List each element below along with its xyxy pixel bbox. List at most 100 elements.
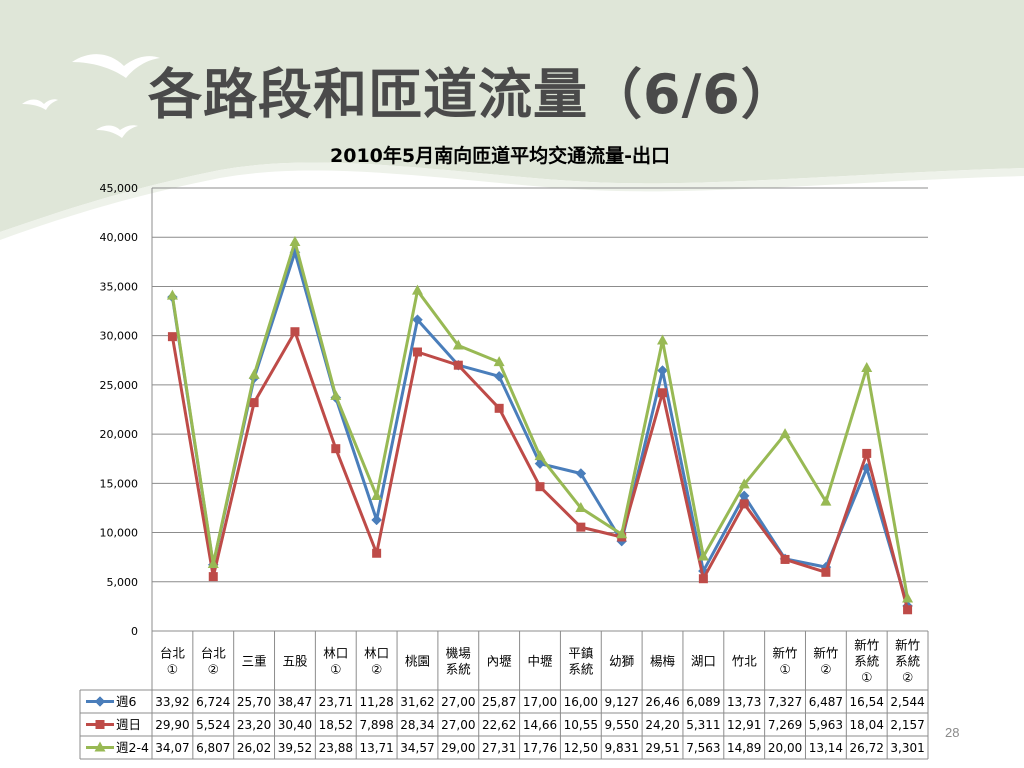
table-value-label: 26,72 (850, 741, 884, 755)
data-point (616, 528, 628, 539)
data-point (371, 490, 383, 501)
background-band (0, 0, 1024, 232)
table-value-label: 26,02 (237, 741, 271, 755)
table-value-label: 23,88 (319, 741, 353, 755)
data-point (779, 428, 791, 439)
page-number: 28 (945, 725, 960, 740)
x-category-label: ① (861, 670, 872, 685)
x-category-label: ② (902, 670, 913, 685)
table-value-label: 29,00 (441, 741, 475, 755)
data-point (452, 339, 464, 350)
y-tick-label: 15,000 (100, 477, 139, 490)
table-value-label: 6,487 (809, 695, 843, 709)
table-value-label: 5,311 (686, 718, 720, 732)
data-point (738, 478, 750, 489)
table-value-label: 7,563 (686, 741, 720, 755)
table-value-label: 28,34 (400, 718, 434, 732)
data-point (331, 444, 341, 454)
x-category-label: 桃園 (405, 654, 430, 669)
table-value-label: 13,14 (809, 741, 843, 755)
table-value-label: 16,54 (850, 695, 884, 709)
legend-key-marker (94, 696, 106, 707)
table-value-label: 20,00 (768, 741, 802, 755)
data-point (167, 332, 177, 342)
table-value-label: 17,00 (523, 695, 557, 709)
table-value-label: 7,898 (359, 718, 393, 732)
data-point (576, 522, 586, 532)
x-category-label: ② (820, 662, 831, 677)
data-point (575, 468, 587, 479)
legend-label: 週日 (116, 717, 141, 732)
y-tick-label: 25,000 (100, 379, 139, 392)
x-category-label: 台北 (160, 646, 186, 661)
data-point (166, 289, 178, 300)
x-category-label: ② (371, 662, 382, 677)
table-value-label: 22,62 (482, 718, 516, 732)
x-category-label: 內壢 (487, 654, 512, 669)
table-value-label: 14,66 (523, 718, 557, 732)
table-value-label: 23,20 (237, 718, 271, 732)
x-category-label: 中壢 (527, 654, 552, 669)
x-category-label: ① (167, 662, 178, 677)
table-value-label: 12,50 (564, 741, 598, 755)
x-category-label: 楊梅 (650, 654, 675, 669)
legend-key-marker (94, 741, 106, 752)
x-category-label: 台北 (201, 646, 227, 661)
data-point (289, 235, 301, 246)
series-line (170, 330, 910, 611)
table-value-label: 11,28 (359, 695, 393, 709)
table-value-label: 24,20 (645, 718, 679, 732)
data-point (330, 389, 342, 400)
data-point (411, 284, 423, 295)
data-point (248, 368, 260, 379)
table-value-label: 29,90 (155, 718, 189, 732)
table-value-label: 7,269 (768, 718, 802, 732)
y-tick-label: 0 (131, 625, 138, 638)
y-tick-label: 35,000 (100, 280, 139, 293)
table-value-label: 14,89 (727, 741, 761, 755)
data-point (249, 398, 259, 408)
series-line (170, 250, 910, 607)
data-point (290, 327, 300, 337)
bird-icon (72, 54, 160, 78)
table-value-label: 12,91 (727, 718, 761, 732)
table-value-label: 27,00 (441, 695, 475, 709)
y-tick-label: 20,000 (100, 428, 139, 441)
x-category-label: ① (330, 662, 341, 677)
chart-title: 2010年5月南向匝道平均交通流量-出口 (330, 145, 670, 167)
x-category-label: 竹北 (732, 654, 758, 669)
table-value-label: 13,71 (359, 741, 393, 755)
x-category-label: 平鎮 (568, 646, 594, 661)
data-point (820, 495, 832, 506)
table-value-label: 9,127 (605, 695, 639, 709)
x-category-label: 三重 (242, 654, 267, 669)
x-category-label: ② (208, 662, 219, 677)
table-value-label: 30,40 (278, 718, 312, 732)
data-point (658, 388, 668, 398)
table-value-label: 34,57 (400, 741, 434, 755)
table-value-label: 29,51 (645, 741, 679, 755)
table-value-label: 27,31 (482, 741, 516, 755)
table-value-label: 34,07 (155, 741, 189, 755)
data-point (453, 360, 463, 370)
data-point (493, 370, 505, 382)
x-category-label: 湖口 (691, 654, 716, 669)
table-value-label: 38,47 (278, 695, 312, 709)
data-point (412, 314, 423, 326)
data-point (657, 365, 668, 376)
data-point (780, 554, 790, 564)
x-category-label: 林口 (323, 646, 348, 661)
legend-label: 週2-4 (116, 740, 149, 755)
table-value-label: 10,55 (564, 718, 598, 732)
table-value-label: 18,04 (850, 718, 884, 732)
data-point (821, 567, 831, 577)
table-value-label: 6,807 (196, 741, 230, 755)
table-value-label: 18,52 (319, 718, 353, 732)
data-point (412, 347, 422, 357)
series-triangle (166, 235, 914, 603)
data-point (862, 448, 872, 458)
table-value-label: 6,724 (196, 695, 230, 709)
data-point (861, 361, 873, 372)
slide-title: 各路段和匝道流量（6/6） (148, 63, 796, 126)
data-point (207, 557, 219, 568)
